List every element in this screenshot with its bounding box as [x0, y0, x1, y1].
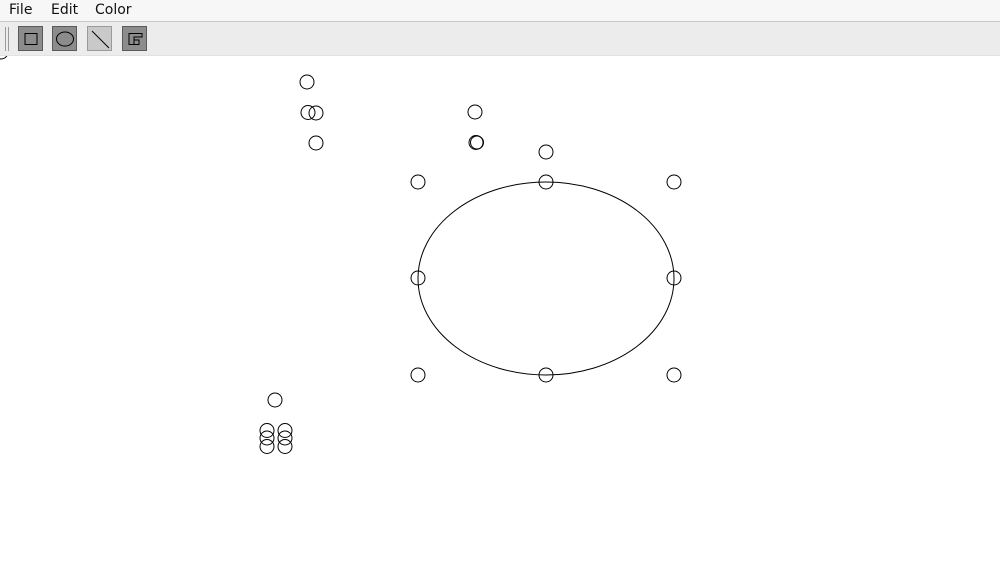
- canvas-handle[interactable]: [300, 105, 316, 120]
- canvas-handle[interactable]: [267, 392, 283, 408]
- resize-handle-top-left[interactable]: [410, 174, 426, 190]
- rectangle-icon: [24, 33, 38, 45]
- canvas-handle[interactable]: [299, 74, 315, 90]
- drawing-canvas[interactable]: [0, 56, 1000, 578]
- rotation-handle[interactable]: [538, 144, 554, 160]
- toolbar: [0, 22, 1000, 56]
- canvas-handle[interactable]: [277, 423, 293, 438]
- canvas-handle[interactable]: [259, 423, 275, 438]
- canvas-handle[interactable]: [308, 135, 324, 151]
- resize-handle-bottom-left[interactable]: [410, 367, 426, 383]
- ellipse-shape[interactable]: [417, 181, 675, 376]
- polygon-tool-button[interactable]: [122, 26, 147, 51]
- menu-color[interactable]: Color: [95, 2, 132, 18]
- line-tool-button[interactable]: [87, 26, 112, 51]
- canvas-handle[interactable]: [308, 105, 324, 121]
- resize-handle-right[interactable]: [666, 270, 682, 286]
- menu-bar: File Edit Color: [0, 0, 1000, 22]
- canvas-handle[interactable]: [259, 439, 275, 454]
- canvas-handle[interactable]: [277, 430, 293, 446]
- canvas-handle[interactable]: [277, 439, 293, 454]
- ellipse-tool-button[interactable]: [52, 26, 77, 51]
- rectangle-tool-button[interactable]: [18, 26, 43, 51]
- menu-edit[interactable]: Edit: [51, 2, 79, 18]
- polygon-icon: [128, 33, 143, 45]
- toolbar-grip[interactable]: [5, 27, 9, 51]
- menu-file[interactable]: File: [9, 2, 33, 18]
- ellipse-icon: [56, 31, 74, 47]
- canvas-handle[interactable]: [470, 135, 484, 150]
- resize-handle-bottom[interactable]: [538, 367, 554, 383]
- canvas-handle[interactable]: [467, 104, 483, 120]
- line-icon: [91, 30, 110, 49]
- resize-handle-top-right[interactable]: [666, 174, 682, 190]
- canvas-handle[interactable]: [0, 56, 8, 60]
- resize-handle-bottom-right[interactable]: [666, 367, 682, 383]
- resize-handle-left[interactable]: [410, 270, 426, 286]
- resize-handle-top[interactable]: [538, 174, 554, 190]
- canvas-handle[interactable]: [259, 430, 275, 446]
